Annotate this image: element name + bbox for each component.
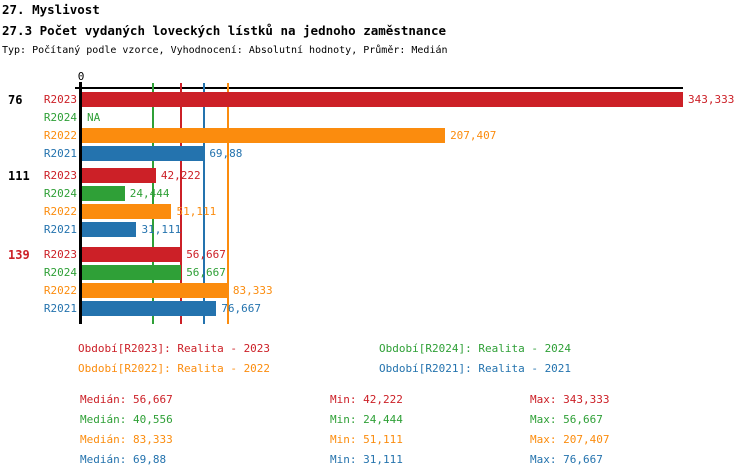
bar-R2021 <box>82 222 137 237</box>
value-label-R2023: 56,667 <box>186 248 226 261</box>
stat-min-R2021: Min: 31,111 <box>330 453 403 466</box>
value-label-R2021: 31,111 <box>141 223 182 236</box>
stat-min-R2024: Min: 24,444 <box>330 413 403 426</box>
row-label-R2024: R2024 <box>43 266 77 279</box>
row-label-R2022: R2022 <box>43 129 77 142</box>
median-line-R2021 <box>203 83 206 324</box>
page-title: 27. Myslivost <box>2 2 100 17</box>
bar-R2024 <box>82 265 182 280</box>
stat-max-R2022: Max: 207,407 <box>530 433 610 446</box>
value-label-R2021: 69,88 <box>209 147 243 160</box>
bar-R2022 <box>82 128 446 143</box>
value-label-R2022: 51,111 <box>176 205 217 218</box>
stat-median-R2024: Medián: 40,556 <box>80 413 173 426</box>
stat-min-R2022: Min: 51,111 <box>330 433 403 446</box>
x-axis-top-line <box>75 87 683 89</box>
bar-R2024 <box>82 186 125 201</box>
value-label-R2023: 343,333 <box>688 93 735 106</box>
row-label-R2021: R2021 <box>43 302 77 315</box>
bar-R2021 <box>82 301 217 316</box>
value-label-R2024: 56,667 <box>186 266 226 279</box>
value-label-R2022: 207,407 <box>450 129 497 142</box>
bar-R2022 <box>82 204 172 219</box>
row-label-R2022: R2022 <box>43 284 77 297</box>
value-label-R2022: 83,333 <box>232 284 273 297</box>
median-line-R2024 <box>151 83 154 324</box>
stat-max-R2021: Max: 76,667 <box>530 453 603 466</box>
group-label: 111 <box>8 169 30 183</box>
value-label-R2023: 42,222 <box>160 169 201 182</box>
stat-max-R2023: Max: 343,333 <box>530 393 610 406</box>
row-label-R2024: R2024 <box>43 187 77 200</box>
value-label-R2021: 76,667 <box>221 302 261 315</box>
bar-R2023 <box>82 247 182 262</box>
row-label-R2023: R2023 <box>43 93 77 106</box>
group-label: 76 <box>8 93 23 107</box>
row-label-R2023: R2023 <box>43 169 77 182</box>
page-subtitle: 27.3 Počet vydaných loveckých lístků na … <box>2 23 447 38</box>
stat-max-R2024: Max: 56,667 <box>530 413 603 426</box>
stat-median-R2021: Medián: 69,88 <box>80 453 167 466</box>
median-line-R2022 <box>226 83 229 324</box>
bar-R2021 <box>82 146 205 161</box>
legend-item-R2022: Období[R2022]: Realita - 2022 <box>78 362 271 375</box>
row-label-R2021: R2021 <box>43 147 77 160</box>
value-label-R2024: 24,444 <box>129 187 170 200</box>
stat-median-R2022: Medián: 83,333 <box>80 433 173 446</box>
bar-R2023 <box>82 168 156 183</box>
legend-item-R2023: Období[R2023]: Realita - 2023 <box>78 342 271 355</box>
row-label-R2021: R2021 <box>43 223 77 236</box>
value-label-R2024: NA <box>87 111 101 124</box>
page-meta: Typ: Počítaný podle vzorce, Vyhodnocení:… <box>2 45 448 56</box>
x-axis-zero-label: 0 <box>77 70 85 83</box>
group-label: 139 <box>8 248 30 262</box>
legend-item-R2021: Období[R2021]: Realita - 2021 <box>379 362 572 375</box>
row-label-R2024: R2024 <box>43 111 77 124</box>
stat-min-R2023: Min: 42,222 <box>330 393 403 406</box>
bar-R2022 <box>82 283 228 298</box>
median-line-R2023 <box>180 83 183 324</box>
stat-median-R2023: Medián: 56,667 <box>80 393 173 406</box>
row-label-R2023: R2023 <box>43 248 77 261</box>
row-label-R2022: R2022 <box>43 205 77 218</box>
legend-item-R2024: Období[R2024]: Realita - 2024 <box>379 342 572 355</box>
y-axis-line <box>79 82 82 324</box>
bar-R2023 <box>82 92 683 107</box>
bar-chart: 0 76 R2023 343,333 R2024 NA R2022 207,407 R2021… <box>0 60 750 340</box>
